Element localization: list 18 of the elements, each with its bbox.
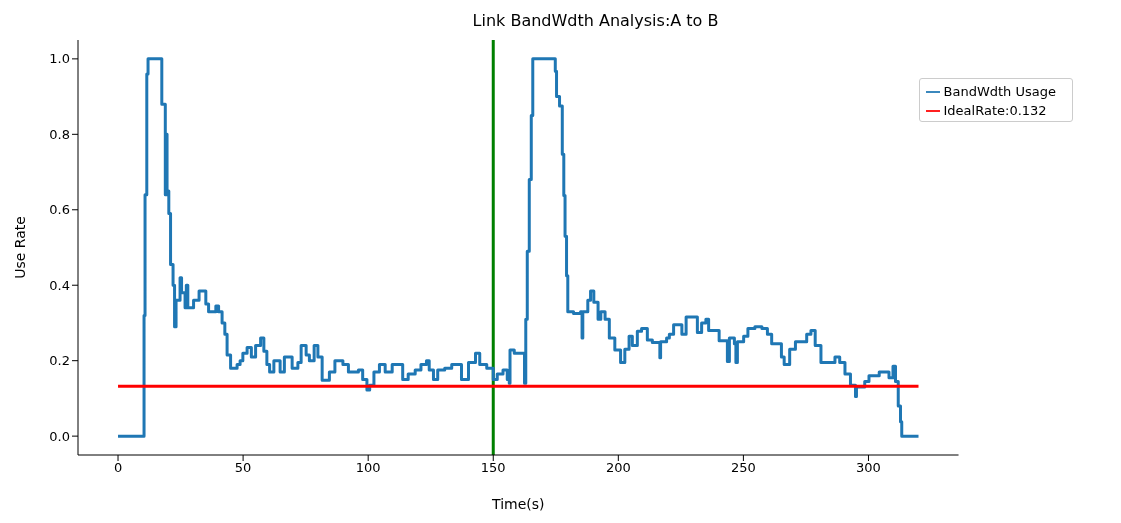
y-tick-label: 0.6 <box>49 202 70 218</box>
legend-label: IdealRate:0.132 <box>943 103 1047 118</box>
x-tick-label: 300 <box>856 460 881 476</box>
x-tick-label: 150 <box>480 460 506 476</box>
y-tick-label: 1.0 <box>49 51 70 67</box>
x-tick-label: 250 <box>730 460 756 476</box>
y-tick-label: 0.8 <box>49 126 70 142</box>
y-tick-label: 0.2 <box>49 353 70 369</box>
legend-label: BandWdth Usage <box>943 84 1056 99</box>
x-tick-label: 100 <box>355 460 381 476</box>
y-tick-label: 0.4 <box>49 277 70 293</box>
y-axis-title: Use Rate <box>11 216 28 279</box>
x-axis-title: Time(s) <box>491 496 545 512</box>
x-tick-label: 0 <box>113 460 123 476</box>
x-tick-label: 200 <box>605 460 631 476</box>
chart-title: Link BandWdth Analysis:A to B <box>471 10 720 32</box>
y-tick-label: 0.0 <box>49 428 70 444</box>
x-tick-label: 50 <box>234 460 252 476</box>
